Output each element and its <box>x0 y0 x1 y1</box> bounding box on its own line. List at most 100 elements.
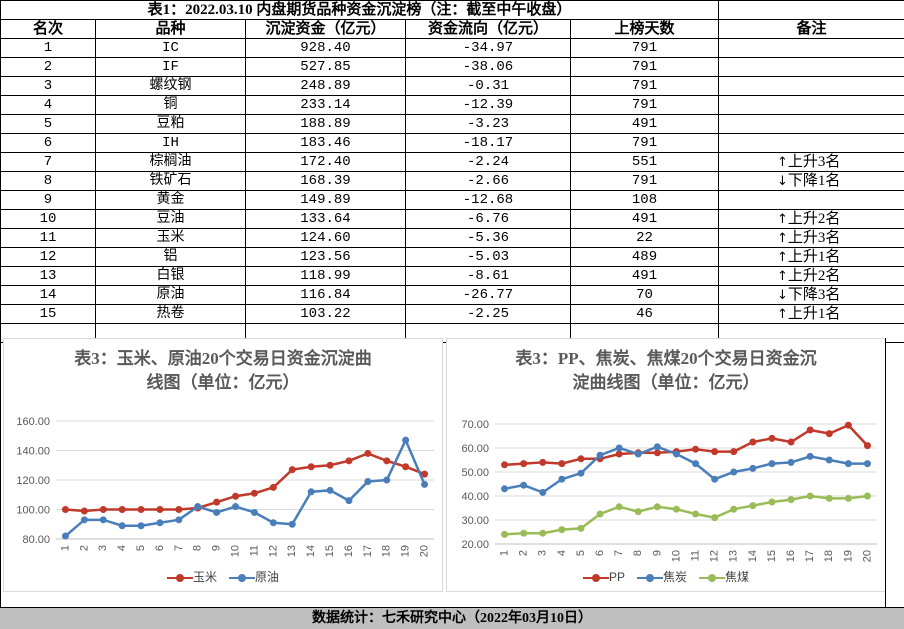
header-funds[interactable]: 沉淀资金（亿元） <box>246 20 406 39</box>
rank-cell[interactable]: 8 <box>1 172 96 191</box>
note-cell[interactable]: ↑上升3名 <box>719 229 904 248</box>
rank-cell[interactable]: 9 <box>1 191 96 210</box>
flow-cell[interactable]: -26.77 <box>406 286 571 305</box>
funds-cell[interactable]: 248.89 <box>246 77 406 96</box>
flow-cell[interactable]: -12.68 <box>406 191 571 210</box>
note-cell[interactable] <box>719 191 904 210</box>
flow-cell[interactable]: -2.24 <box>406 153 571 172</box>
funds-cell[interactable]: 168.39 <box>246 172 406 191</box>
days-cell[interactable]: 108 <box>571 191 719 210</box>
empty-cell[interactable] <box>719 1 904 20</box>
header-days[interactable]: 上榜天数 <box>571 20 719 39</box>
flow-cell[interactable]: -18.17 <box>406 134 571 153</box>
name-cell[interactable]: 螺纹钢 <box>96 77 246 96</box>
funds-cell[interactable]: 928.40 <box>246 39 406 58</box>
name-cell[interactable]: 铝 <box>96 248 246 267</box>
days-cell[interactable]: 791 <box>571 77 719 96</box>
name-cell[interactable]: 铜 <box>96 96 246 115</box>
funds-cell[interactable]: 188.89 <box>246 115 406 134</box>
flow-cell[interactable]: -0.31 <box>406 77 571 96</box>
flow-cell[interactable]: -6.76 <box>406 210 571 229</box>
name-cell[interactable]: 棕榈油 <box>96 153 246 172</box>
name-cell[interactable]: IF <box>96 58 246 77</box>
funds-cell[interactable]: 183.46 <box>246 134 406 153</box>
note-cell[interactable] <box>719 77 904 96</box>
rank-cell[interactable]: 10 <box>1 210 96 229</box>
header-name[interactable]: 品种 <box>96 20 246 39</box>
name-cell[interactable]: 豆油 <box>96 210 246 229</box>
rank-cell[interactable]: 2 <box>1 58 96 77</box>
note-cell[interactable]: ↓下降1名 <box>719 172 904 191</box>
header-rank[interactable]: 名次 <box>1 20 96 39</box>
note-cell[interactable]: ↓下降3名 <box>719 286 904 305</box>
days-cell[interactable]: 22 <box>571 229 719 248</box>
name-cell[interactable]: IC <box>96 39 246 58</box>
days-cell[interactable]: 489 <box>571 248 719 267</box>
funds-cell[interactable]: 233.14 <box>246 96 406 115</box>
footer-source[interactable]: 数据统计：七禾研究中心（2022年03月10日） <box>0 607 904 629</box>
note-cell[interactable] <box>719 96 904 115</box>
name-cell[interactable]: 豆粕 <box>96 115 246 134</box>
note-cell[interactable]: ↑上升2名 <box>719 210 904 229</box>
funds-cell[interactable]: 103.22 <box>246 305 406 324</box>
flow-cell[interactable]: -12.39 <box>406 96 571 115</box>
header-flow[interactable]: 资金流向（亿元） <box>406 20 571 39</box>
flow-cell[interactable]: -3.23 <box>406 115 571 134</box>
flow-cell[interactable]: -5.03 <box>406 248 571 267</box>
note-cell[interactable]: ↑上升1名 <box>719 248 904 267</box>
rank-cell[interactable]: 15 <box>1 305 96 324</box>
rank-cell[interactable]: 13 <box>1 267 96 286</box>
days-cell[interactable]: 491 <box>571 115 719 134</box>
funds-cell[interactable]: 116.84 <box>246 286 406 305</box>
days-cell[interactable]: 551 <box>571 153 719 172</box>
funds-cell[interactable]: 133.64 <box>246 210 406 229</box>
rank-cell[interactable]: 3 <box>1 77 96 96</box>
days-cell[interactable]: 491 <box>571 267 719 286</box>
header-note[interactable]: 备注 <box>719 20 904 39</box>
rank-cell[interactable]: 5 <box>1 115 96 134</box>
note-cell[interactable]: ↑上升2名 <box>719 267 904 286</box>
rank-cell[interactable]: 6 <box>1 134 96 153</box>
flow-cell[interactable]: -5.36 <box>406 229 571 248</box>
name-cell[interactable]: 热卷 <box>96 305 246 324</box>
flow-cell[interactable]: -8.61 <box>406 267 571 286</box>
funds-cell[interactable]: 118.99 <box>246 267 406 286</box>
rank-cell[interactable]: 4 <box>1 96 96 115</box>
flow-cell[interactable]: -2.66 <box>406 172 571 191</box>
funds-cell[interactable]: 124.60 <box>246 229 406 248</box>
name-cell[interactable]: 铁矿石 <box>96 172 246 191</box>
funds-cell[interactable]: 149.89 <box>246 191 406 210</box>
note-cell[interactable] <box>719 134 904 153</box>
days-cell[interactable]: 791 <box>571 96 719 115</box>
funds-cell[interactable]: 123.56 <box>246 248 406 267</box>
funds-cell[interactable]: 172.40 <box>246 153 406 172</box>
name-cell[interactable]: 玉米 <box>96 229 246 248</box>
name-cell[interactable]: 白银 <box>96 267 246 286</box>
flow-cell[interactable]: -34.97 <box>406 39 571 58</box>
days-cell[interactable]: 491 <box>571 210 719 229</box>
rank-cell[interactable]: 14 <box>1 286 96 305</box>
note-cell[interactable]: ↑上升3名 <box>719 153 904 172</box>
days-cell[interactable]: 70 <box>571 286 719 305</box>
table-title[interactable]: 表1：2022.03.10 内盘期货品种资金沉淀榜（注：截至中午收盘） <box>1 1 719 20</box>
note-cell[interactable]: ↑上升1名 <box>719 305 904 324</box>
name-cell[interactable]: 原油 <box>96 286 246 305</box>
days-cell[interactable]: 791 <box>571 58 719 77</box>
days-cell[interactable]: 46 <box>571 305 719 324</box>
days-cell[interactable]: 791 <box>571 39 719 58</box>
funds-cell[interactable]: 527.85 <box>246 58 406 77</box>
flow-cell[interactable]: -2.25 <box>406 305 571 324</box>
rank-cell[interactable]: 11 <box>1 229 96 248</box>
days-cell[interactable]: 791 <box>571 134 719 153</box>
